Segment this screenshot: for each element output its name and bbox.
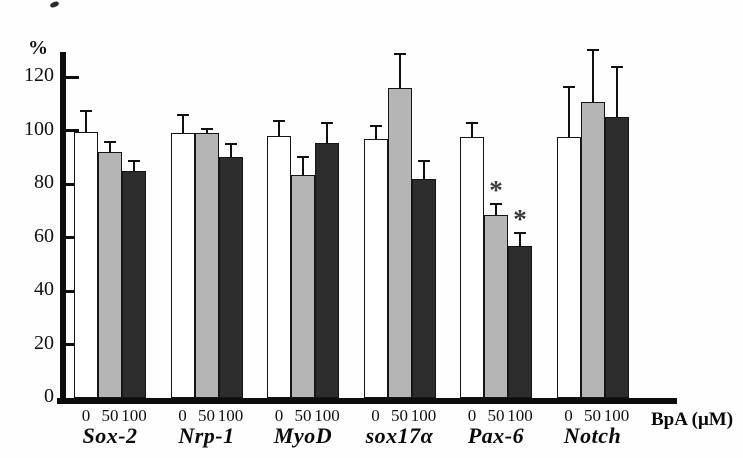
dose-tick-label: 100 bbox=[217, 406, 244, 425]
error-bar-stem bbox=[278, 119, 280, 136]
dose-tick-label: 50 bbox=[584, 406, 601, 425]
error-bar-cap bbox=[297, 155, 309, 158]
error-bar-stem bbox=[422, 159, 425, 179]
category-label: Nrp-1 bbox=[178, 423, 235, 448]
y-axis-tick bbox=[66, 236, 79, 239]
error-bar-cap bbox=[610, 66, 623, 69]
dose-tick-label: 0 bbox=[274, 406, 284, 425]
error-bar-stem bbox=[109, 141, 111, 152]
error-bar-stem bbox=[302, 155, 304, 175]
error-bar-stem bbox=[205, 127, 208, 134]
error-bar-cap bbox=[104, 141, 116, 144]
error-bar-cap bbox=[224, 142, 237, 145]
dose-tick-label: 50 bbox=[487, 406, 505, 425]
y-tick-label: 100 bbox=[24, 117, 54, 140]
category-label: Sox-2 bbox=[82, 423, 138, 448]
error-bar-cap bbox=[514, 232, 526, 235]
bar bbox=[580, 102, 605, 398]
dose-tick-label: 50 bbox=[294, 406, 312, 425]
error-bar-stem bbox=[133, 159, 135, 171]
error-bar-cap bbox=[393, 52, 406, 55]
bar bbox=[484, 214, 508, 398]
category-label: MyoD bbox=[273, 423, 333, 448]
bar bbox=[267, 135, 291, 398]
category-label: sox17α bbox=[365, 423, 434, 448]
dose-tick-label: 0 bbox=[371, 406, 380, 425]
dose-tick-label: 0 bbox=[178, 406, 187, 425]
dose-tick-label: 100 bbox=[410, 406, 437, 425]
category-label: Notch bbox=[563, 423, 622, 448]
y-axis-tick bbox=[66, 75, 79, 79]
dose-tick-label: 0 bbox=[81, 406, 91, 425]
dose-tick-label: 0 bbox=[467, 406, 477, 425]
stray-ink-mark bbox=[49, 0, 60, 9]
error-bar-stem bbox=[398, 52, 401, 88]
dose-tick-label: 50 bbox=[391, 406, 408, 425]
y-axis-tick bbox=[66, 182, 79, 186]
bar bbox=[411, 178, 436, 398]
dose-tick-label: 50 bbox=[198, 406, 215, 425]
bar bbox=[98, 151, 122, 398]
error-bar-cap bbox=[369, 125, 382, 128]
x-axis-label: BpA (μM) bbox=[651, 409, 734, 430]
error-bar-stem bbox=[495, 202, 497, 215]
y-tick-label: 80 bbox=[34, 171, 54, 193]
bar bbox=[315, 142, 339, 398]
dose-tick-label: 0 bbox=[564, 406, 573, 425]
y-axis-unit-label: % bbox=[28, 37, 48, 59]
error-bar-cap bbox=[200, 127, 213, 130]
error-bar-cap bbox=[321, 122, 333, 125]
error-bar-cap bbox=[273, 119, 285, 122]
error-bar-stem bbox=[615, 66, 618, 118]
error-bar-cap bbox=[466, 122, 478, 125]
y-axis-tick bbox=[66, 129, 79, 132]
error-bar-cap bbox=[417, 159, 430, 162]
error-bar-cap bbox=[80, 110, 92, 113]
x-axis-line bbox=[57, 398, 677, 404]
dose-tick-label: 100 bbox=[314, 406, 340, 425]
error-bar-stem bbox=[519, 232, 521, 246]
error-bar-stem bbox=[591, 48, 594, 103]
dose-tick-label: 100 bbox=[121, 406, 147, 425]
bar bbox=[74, 131, 98, 398]
y-axis-line bbox=[60, 52, 66, 404]
bar bbox=[556, 137, 581, 398]
error-bar-cap bbox=[176, 114, 189, 117]
dose-tick-label: 100 bbox=[603, 406, 630, 425]
bar bbox=[291, 174, 315, 398]
bar bbox=[604, 117, 629, 398]
error-bar-cap bbox=[128, 159, 140, 162]
y-tick-label: 20 bbox=[34, 331, 54, 354]
error-bar-cap bbox=[586, 48, 599, 51]
significance-asterisk: * bbox=[513, 204, 527, 235]
error-bar-stem bbox=[326, 122, 328, 143]
error-bar-stem bbox=[181, 114, 184, 134]
bar bbox=[460, 137, 484, 398]
error-bar-stem bbox=[85, 110, 87, 132]
error-bar-cap bbox=[490, 202, 502, 205]
y-tick-label: 0 bbox=[44, 385, 54, 407]
bar bbox=[508, 245, 532, 398]
y-tick-label: 120 bbox=[24, 64, 54, 86]
significance-asterisk: * bbox=[489, 174, 503, 205]
bar bbox=[170, 133, 195, 398]
dose-tick-label: 100 bbox=[507, 406, 533, 425]
y-axis-tick bbox=[66, 343, 79, 346]
dose-tick-label: 50 bbox=[101, 406, 119, 425]
y-tick-label: 40 bbox=[34, 278, 54, 300]
bar bbox=[122, 170, 146, 398]
error-bar-stem bbox=[374, 125, 377, 139]
error-bar-stem bbox=[567, 86, 570, 138]
error-bar-stem bbox=[229, 142, 232, 158]
bar bbox=[363, 138, 388, 398]
bar bbox=[387, 87, 412, 398]
error-bar-cap bbox=[562, 86, 575, 89]
bar bbox=[218, 157, 243, 398]
category-label: Pax-6 bbox=[467, 423, 525, 448]
bar bbox=[194, 133, 219, 398]
error-bar-stem bbox=[471, 122, 473, 138]
y-tick-label: 60 bbox=[34, 224, 54, 247]
y-axis-tick bbox=[66, 289, 79, 293]
